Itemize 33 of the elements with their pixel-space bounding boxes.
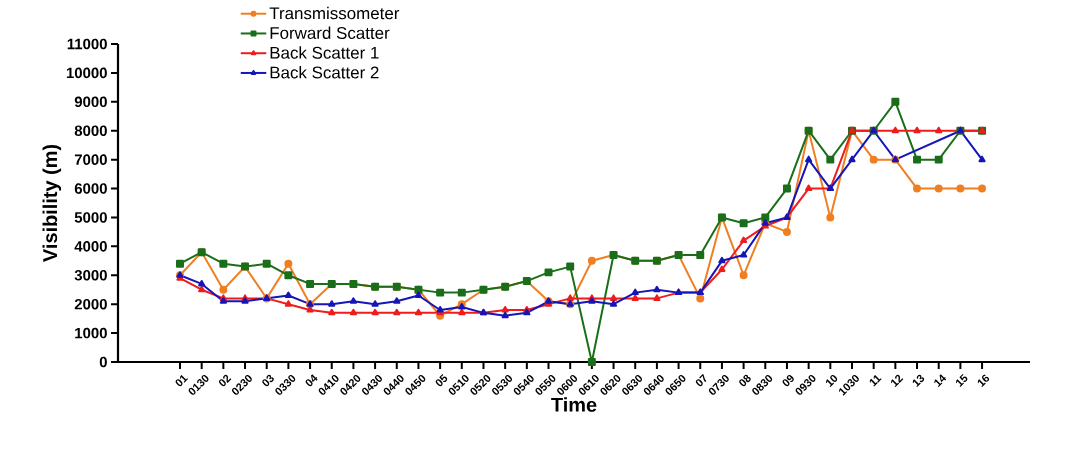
y-tick-label: 11000 [67,38,107,50]
y-tick-label: 6000 [74,183,107,194]
x-tick-label: 09 [782,374,794,387]
y-tick-label: 8000 [74,125,107,137]
x-tick-label: 15 [955,374,968,387]
y-tick-label: 2000 [74,298,107,310]
x-tick-label: 02 [218,374,232,387]
y-tick-label: 7000 [74,154,107,165]
legend-label: Back Scatter 2 [270,66,379,79]
x-tick-label: 12 [891,374,904,388]
x-tick-label: 14 [934,374,947,387]
y-axis-title: Visibility (m) [42,144,62,262]
x-tick-label: 07 [695,373,707,387]
y-tick-label: 4000 [74,241,107,252]
x-tick-label: 10 [825,374,838,388]
x-tick-label: 08 [739,374,751,387]
x-tick-label: 11 [869,374,882,387]
x-tick-label: 01 [175,375,189,387]
x-tick-label: 04 [305,374,318,387]
x-axis-title: Time [551,397,597,412]
legend-label: Back Scatter 1 [270,46,379,59]
y-tick-label: 0 [99,356,107,368]
y-tick-label: 10000 [66,67,107,79]
y-tick-label: 9000 [74,96,107,108]
legend-label: Transmissometer [269,6,400,20]
x-tick-label: 13 [912,374,925,388]
x-tick-label: 16 [977,374,990,388]
y-tick-label: 3000 [74,269,107,281]
legend-label: Forward Scatter [270,26,390,40]
x-tick-label: 05 [435,374,448,387]
x-tick-label: 03 [262,374,274,387]
y-tick-label: 1000 [75,327,107,339]
y-tick-label: 5000 [74,212,107,223]
